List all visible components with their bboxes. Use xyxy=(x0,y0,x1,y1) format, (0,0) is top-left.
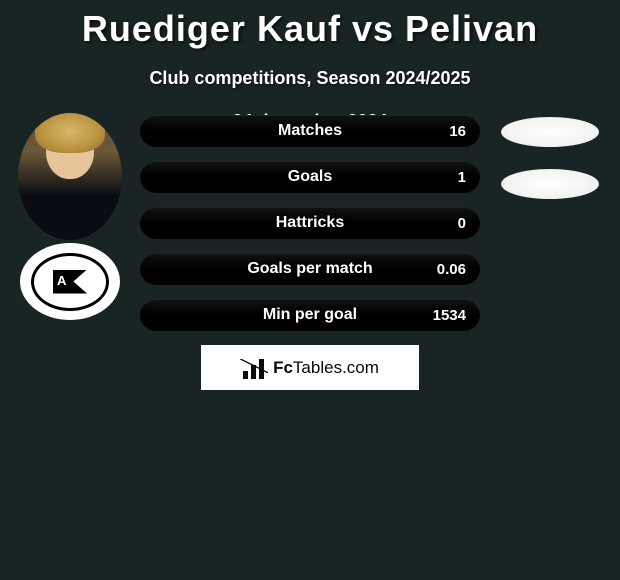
stats-bars: Matches 16 Goals 1 Hattricks 0 Goals per… xyxy=(140,115,480,390)
subtitle: Club competitions, Season 2024/2025 xyxy=(0,68,620,89)
brand-box: FcTables.com xyxy=(201,345,419,390)
stat-value: 16 xyxy=(449,123,466,140)
right-oval-2 xyxy=(501,169,599,199)
brand-text: FcTables.com xyxy=(273,358,379,378)
club-badge-inner xyxy=(31,253,109,311)
stat-bar-goals: Goals 1 xyxy=(140,161,480,193)
right-oval-1 xyxy=(501,117,599,147)
brand-chart-icon xyxy=(241,357,267,379)
club-flag-icon xyxy=(53,270,87,294)
page-title: Ruediger Kauf vs Pelivan xyxy=(0,0,620,50)
stat-label: Matches xyxy=(140,122,480,140)
stat-bar-hattricks: Hattricks 0 xyxy=(140,207,480,239)
stat-value: 1 xyxy=(458,169,466,186)
stat-bar-goals-per-match: Goals per match 0.06 xyxy=(140,253,480,285)
stat-label: Hattricks xyxy=(140,214,480,232)
stat-label: Goals per match xyxy=(140,260,480,278)
stat-value: 0 xyxy=(458,215,466,232)
infographic-container: Ruediger Kauf vs Pelivan Club competitio… xyxy=(0,0,620,580)
stat-label: Goals xyxy=(140,168,480,186)
club-badge xyxy=(20,243,120,320)
stat-bar-matches: Matches 16 xyxy=(140,115,480,147)
brand-prefix: Fc xyxy=(273,358,293,377)
left-column xyxy=(0,111,140,320)
stat-value: 0.06 xyxy=(437,261,466,278)
player-photo xyxy=(18,113,122,240)
brand-suffix: Tables.com xyxy=(293,358,379,377)
right-column xyxy=(490,117,610,199)
stat-label: Min per goal xyxy=(140,306,480,324)
stat-value: 1534 xyxy=(433,307,466,324)
stat-bar-min-per-goal: Min per goal 1534 xyxy=(140,299,480,331)
